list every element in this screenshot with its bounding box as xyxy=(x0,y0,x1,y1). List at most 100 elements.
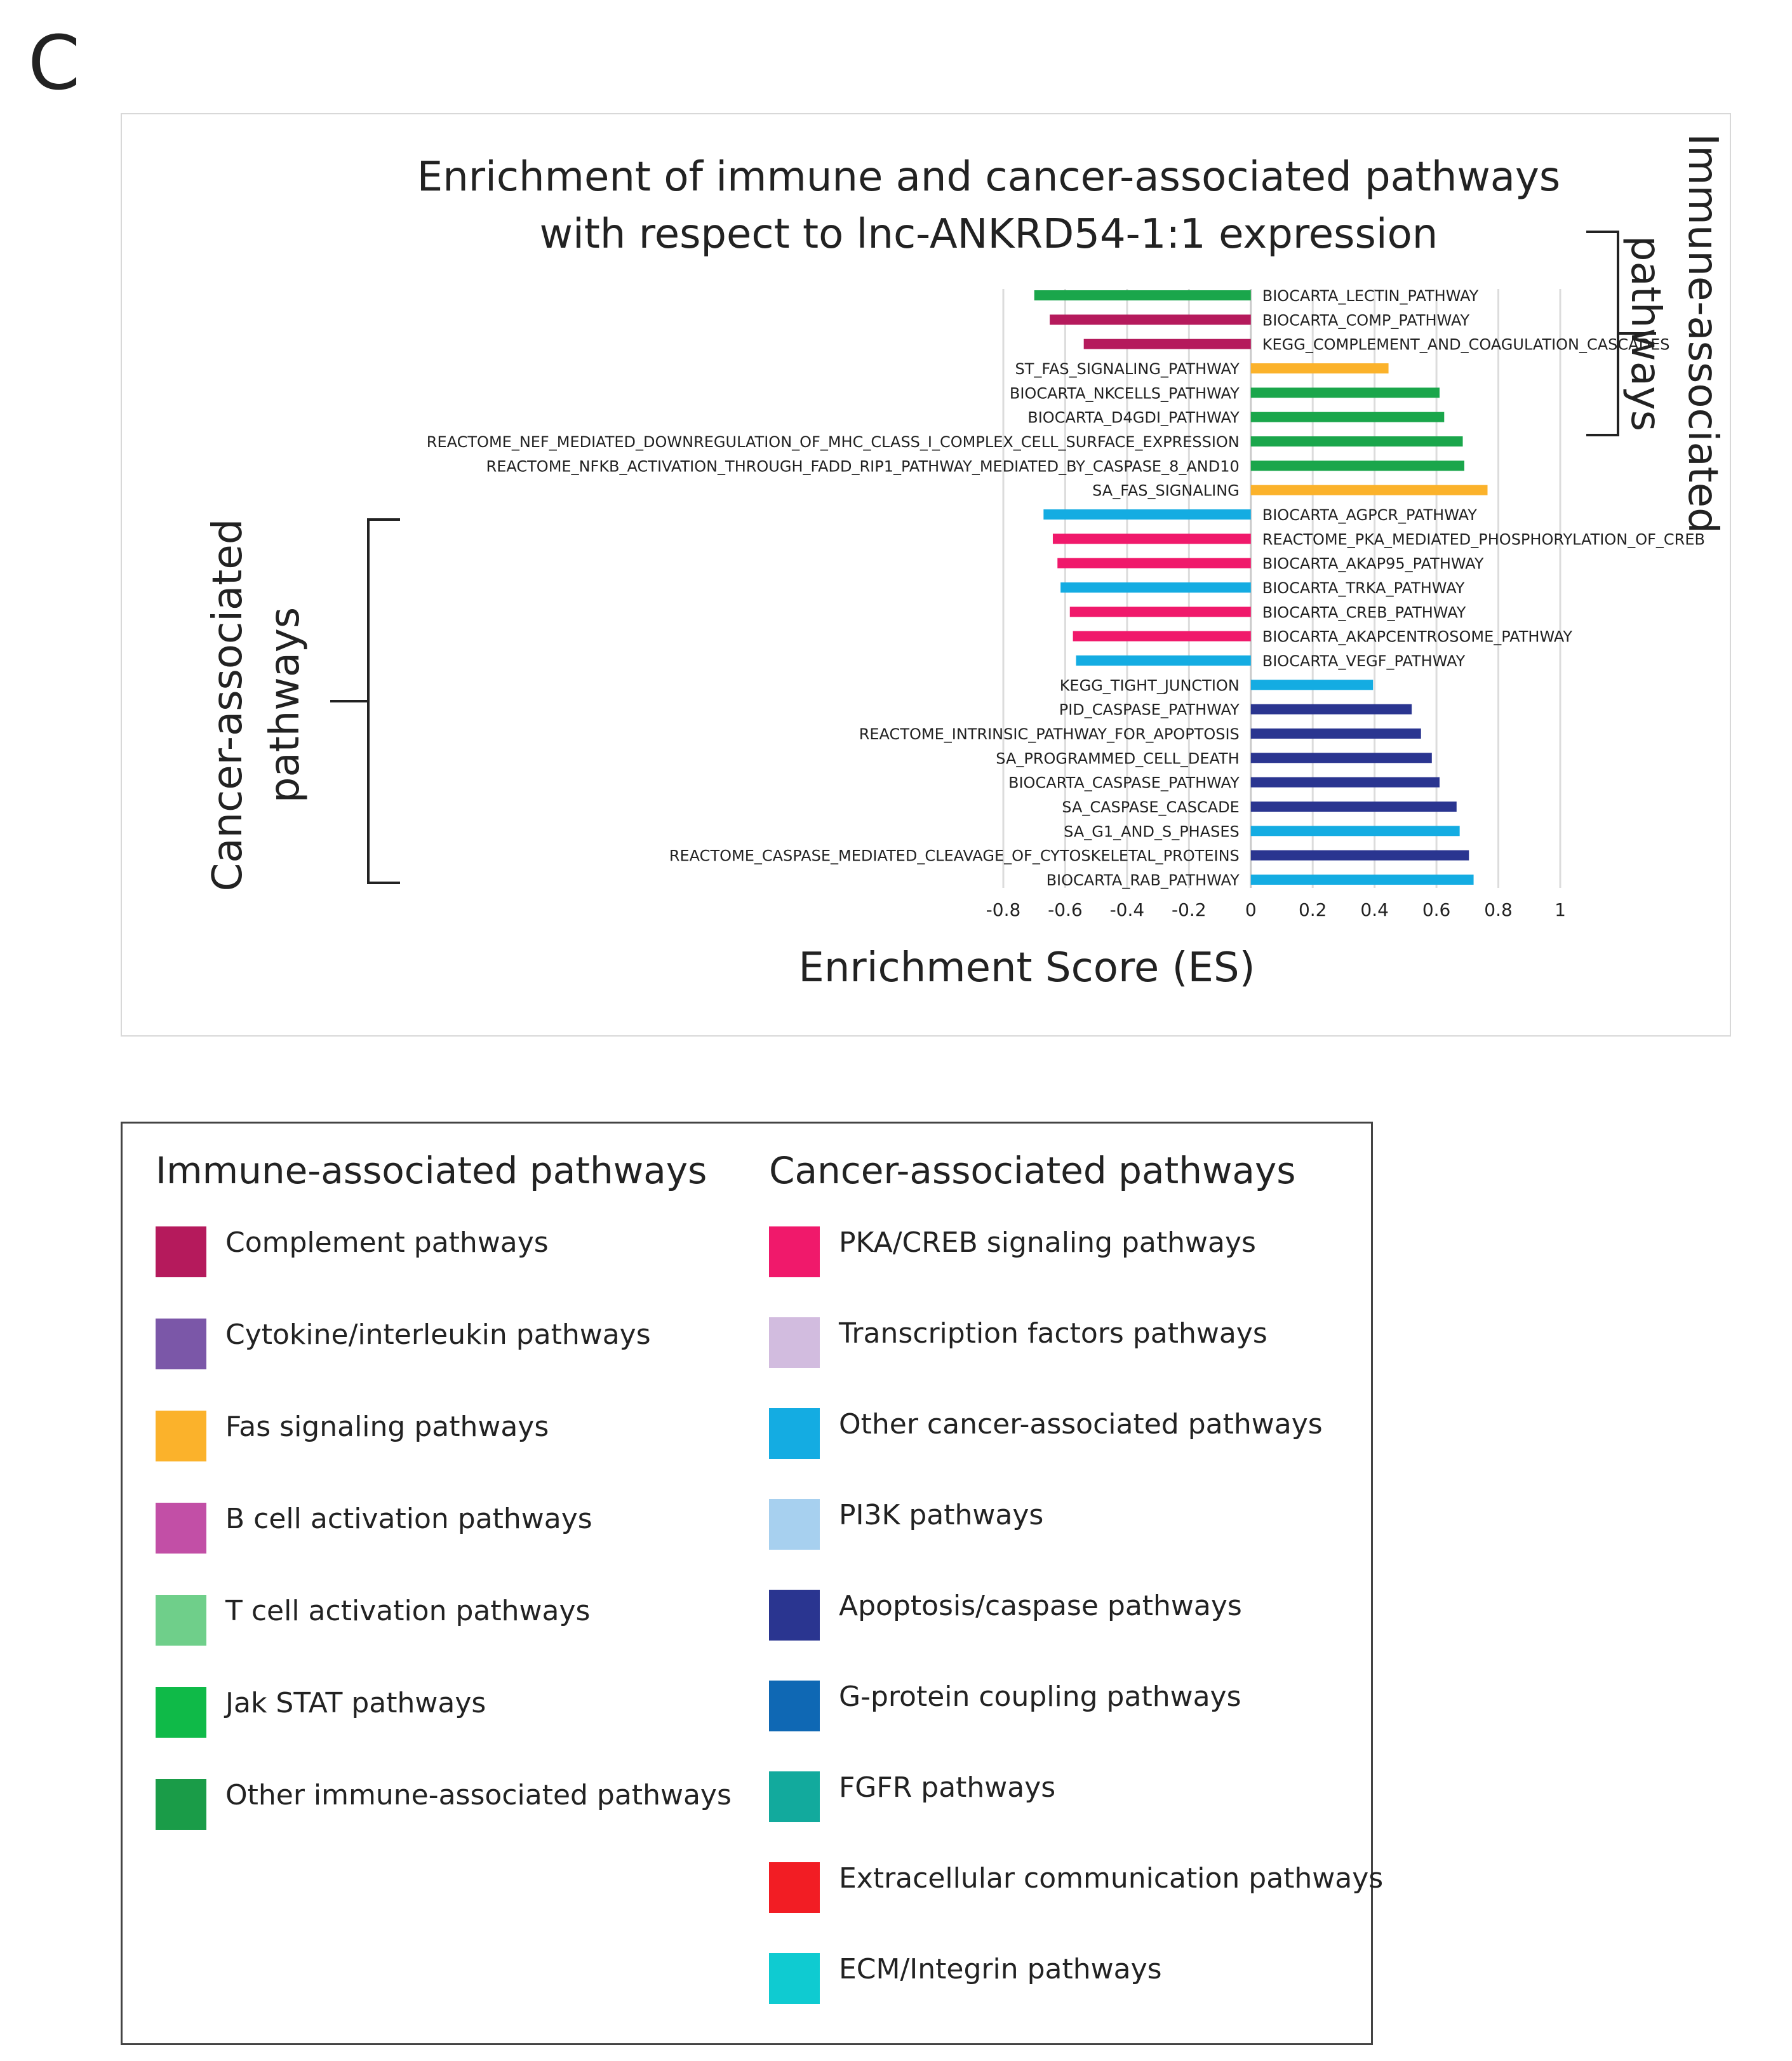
bar xyxy=(1250,460,1464,471)
bar-label: BIOCARTA_AKAPCENTROSOME_PATHWAY xyxy=(1262,628,1573,646)
bar-label: SA_FAS_SIGNALING xyxy=(1092,482,1240,500)
bar xyxy=(1250,363,1389,373)
cancer-group-label-line: pathways xyxy=(262,607,309,803)
bar xyxy=(1250,387,1440,398)
bar xyxy=(1052,534,1251,544)
bar xyxy=(1034,290,1251,300)
bar-label: BIOCARTA_TRKA_PATHWAY xyxy=(1262,579,1465,597)
legend-label: Extracellular communication pathways xyxy=(839,1862,1384,1895)
legend-label: PKA/CREB signaling pathways xyxy=(839,1226,1256,1259)
bar-label: BIOCARTA_CASPASE_PATHWAY xyxy=(1008,774,1240,792)
bar-label: BIOCARTA_D4GDI_PATHWAY xyxy=(1027,409,1240,427)
legend-swatch xyxy=(156,1687,206,1738)
bar xyxy=(1073,631,1251,641)
bar xyxy=(1250,728,1421,739)
legend-swatch xyxy=(769,1499,820,1550)
x-tick-label: 1 xyxy=(1555,899,1566,920)
legend-swatch xyxy=(156,1503,206,1554)
bar xyxy=(1250,850,1469,861)
legend-label: ECM/Integrin pathways xyxy=(839,1953,1162,1985)
bar-label: REACTOME_INTRINSIC_PATHWAY_FOR_APOPTOSIS xyxy=(859,725,1240,743)
x-tick-label: -0.2 xyxy=(1172,899,1207,920)
bar xyxy=(1250,777,1440,788)
legend-label: G-protein coupling pathways xyxy=(839,1681,1241,1713)
panel-letter: C xyxy=(28,19,81,107)
bar xyxy=(1250,753,1432,763)
x-tick-label: 0.4 xyxy=(1360,899,1389,920)
legend-label: T cell activation pathways xyxy=(225,1595,591,1627)
legend-swatch xyxy=(156,1411,206,1461)
legend-swatch xyxy=(156,1779,206,1830)
x-tick-label: 0.6 xyxy=(1422,899,1451,920)
legend-label: Apoptosis/caspase pathways xyxy=(839,1590,1242,1622)
legend-box: Immune-associated pathways Cancer-associ… xyxy=(121,1122,1383,2045)
legend-label: Other cancer-associated pathways xyxy=(839,1408,1323,1440)
legend-swatch xyxy=(156,1226,206,1277)
bar-label: REACTOME_CASPASE_MEDIATED_CLEAVAGE_OF_CY… xyxy=(669,847,1240,865)
bar-label: BIOCARTA_CREB_PATHWAY xyxy=(1262,603,1466,621)
legend-swatch xyxy=(769,1862,820,1913)
legend-swatch xyxy=(769,1590,820,1641)
x-tick-label: -0.4 xyxy=(1110,899,1145,920)
chart-title-line: Enrichment of immune and cancer-associat… xyxy=(417,154,1560,201)
legend-label: Cytokine/interleukin pathways xyxy=(225,1319,651,1351)
x-tick-label: 0 xyxy=(1245,899,1257,920)
bar-label: KEGG_TIGHT_JUNCTION xyxy=(1060,676,1240,694)
legend-label: Fas signaling pathways xyxy=(225,1411,549,1443)
bar xyxy=(1250,802,1457,812)
legend-label: B cell activation pathways xyxy=(225,1503,592,1535)
legend-immune-heading: Immune-associated pathways xyxy=(156,1149,707,1192)
cancer-group-bracket xyxy=(367,518,400,884)
bar-label: BIOCARTA_AKAP95_PATHWAY xyxy=(1262,555,1484,573)
bar xyxy=(1069,607,1251,617)
bar-label: BIOCARTA_AGPCR_PATHWAY xyxy=(1262,506,1477,524)
bar xyxy=(1250,436,1463,446)
legend-label: Complement pathways xyxy=(225,1226,549,1259)
bar xyxy=(1250,412,1445,422)
bar-label: BIOCARTA_COMP_PATHWAY xyxy=(1262,311,1470,329)
legend-cancer-heading: Cancer-associated pathways xyxy=(769,1149,1296,1192)
immune-group-label-line: pathways xyxy=(1622,236,1669,431)
x-tick-label: 0.8 xyxy=(1484,899,1513,920)
bar-label: BIOCARTA_LECTIN_PATHWAY xyxy=(1262,287,1479,305)
legend-swatch xyxy=(769,1317,820,1368)
enrichment-bar-chart: Enrichment of immune and cancer-associat… xyxy=(204,133,1726,991)
immune-group-bracket xyxy=(1586,231,1619,436)
chart-frame: Enrichment of immune and cancer-associat… xyxy=(121,113,1731,1037)
bar-label: BIOCARTA_VEGF_PATHWAY xyxy=(1262,652,1466,670)
bar xyxy=(1250,704,1412,715)
bar xyxy=(1250,875,1474,885)
legend-swatch xyxy=(156,1595,206,1646)
immune-group-label-line: Immune-associated xyxy=(1679,133,1726,534)
bar-label: PID_CASPASE_PATHWAY xyxy=(1059,701,1240,719)
bar xyxy=(1043,509,1251,520)
cancer-group-label-line: Cancer-associated xyxy=(204,519,251,892)
legend-swatch xyxy=(769,1226,820,1277)
bar xyxy=(1250,485,1488,495)
x-tick-label: -0.6 xyxy=(1048,899,1083,920)
legend-swatch xyxy=(769,1681,820,1731)
legend-swatch xyxy=(156,1319,206,1369)
bar-label: BIOCARTA_RAB_PATHWAY xyxy=(1046,871,1240,889)
legend-label: FGFR pathways xyxy=(839,1771,1056,1804)
bar-label: REACTOME_NFKB_ACTIVATION_THROUGH_FADD_RI… xyxy=(486,457,1240,475)
bar-label: REACTOME_PKA_MEDIATED_PHOSPHORYLATION_OF… xyxy=(1262,530,1705,548)
bar xyxy=(1060,582,1251,593)
legend-swatch xyxy=(769,1953,820,2004)
bar xyxy=(1083,339,1251,349)
legend-swatch xyxy=(769,1771,820,1822)
chart-title-line: with respect to lnc-ANKRD54-1:1 expressi… xyxy=(540,211,1438,258)
legend-label: PI3K pathways xyxy=(839,1499,1044,1531)
bar xyxy=(1250,680,1374,690)
bar-label: ST_FAS_SIGNALING_PATHWAY xyxy=(1015,360,1240,378)
bar-label: REACTOME_NEF_MEDIATED_DOWNREGULATION_OF_… xyxy=(427,433,1240,451)
bar xyxy=(1057,558,1251,568)
x-tick-label: 0.2 xyxy=(1299,899,1327,920)
legend-label: Transcription factors pathways xyxy=(839,1317,1267,1350)
bar-label: SA_PROGRAMMED_CELL_DEATH xyxy=(996,749,1239,767)
bar-label: SA_CASPASE_CASCADE xyxy=(1062,798,1240,816)
bar-label: KEGG_COMPLEMENT_AND_COAGULATION_CASCADES xyxy=(1262,336,1670,354)
legend-swatch xyxy=(769,1408,820,1459)
legend-label: Other immune-associated pathways xyxy=(225,1779,732,1811)
legend-label: Jak STAT pathways xyxy=(225,1687,486,1719)
